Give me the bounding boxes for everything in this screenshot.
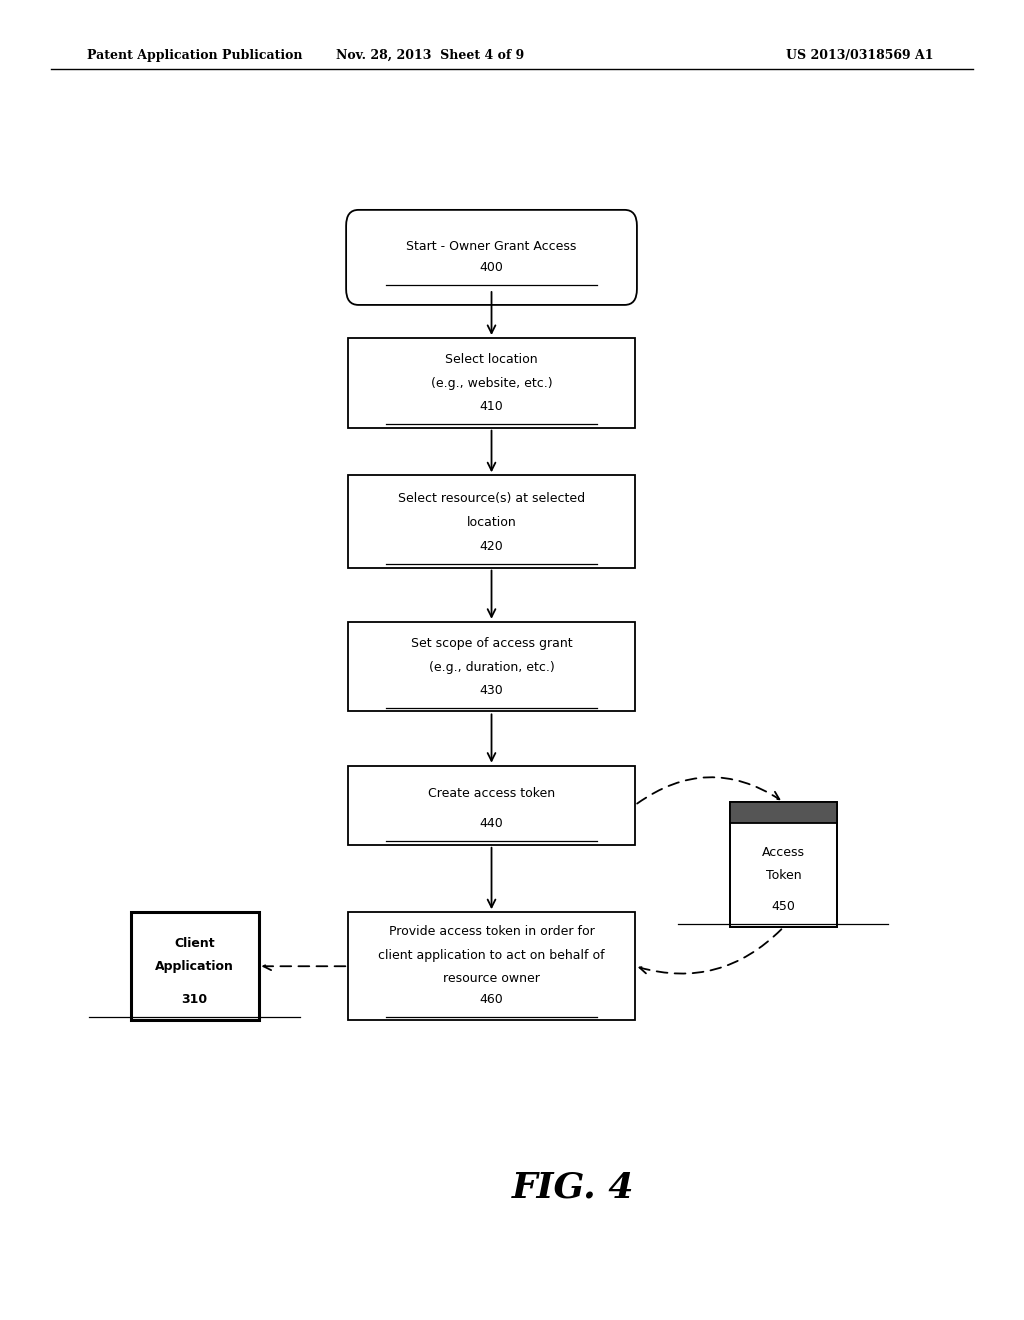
Text: Application: Application [155, 961, 234, 973]
Text: Access: Access [762, 846, 805, 858]
Bar [729, 803, 838, 927]
Text: 400: 400 [479, 261, 504, 275]
Bar [348, 338, 635, 428]
Text: 430: 430 [479, 684, 504, 697]
FancyBboxPatch shape [346, 210, 637, 305]
Text: 460: 460 [479, 993, 504, 1006]
Text: Nov. 28, 2013  Sheet 4 of 9: Nov. 28, 2013 Sheet 4 of 9 [336, 49, 524, 62]
Text: 310: 310 [181, 993, 208, 1006]
Bar [131, 912, 258, 1020]
Text: (e.g., website, etc.): (e.g., website, etc.) [431, 378, 552, 389]
Bar [348, 766, 635, 845]
Text: (e.g., duration, etc.): (e.g., duration, etc.) [429, 661, 554, 673]
Text: Patent Application Publication: Patent Application Publication [87, 49, 302, 62]
Bar [348, 475, 635, 568]
Text: Select resource(s) at selected: Select resource(s) at selected [398, 492, 585, 504]
Text: Provide access token in order for: Provide access token in order for [389, 925, 594, 937]
Text: FIG. 4: FIG. 4 [512, 1171, 635, 1205]
Text: 420: 420 [479, 540, 504, 553]
Text: Client: Client [174, 937, 215, 949]
Bar [348, 912, 635, 1020]
Text: 440: 440 [479, 817, 504, 830]
Text: US 2013/0318569 A1: US 2013/0318569 A1 [786, 49, 934, 62]
Text: Token: Token [766, 870, 801, 882]
Text: location: location [467, 516, 516, 528]
Text: Create access token: Create access token [428, 788, 555, 800]
Text: Select location: Select location [445, 354, 538, 366]
Bar [348, 622, 635, 711]
Text: 450: 450 [771, 900, 796, 912]
Text: Set scope of access grant: Set scope of access grant [411, 638, 572, 649]
Text: client application to act on behalf of: client application to act on behalf of [378, 949, 605, 961]
Bar [729, 803, 838, 824]
Text: 410: 410 [479, 400, 504, 413]
Text: resource owner: resource owner [443, 973, 540, 985]
Text: Start - Owner Grant Access: Start - Owner Grant Access [407, 240, 577, 252]
Bar [729, 803, 838, 927]
